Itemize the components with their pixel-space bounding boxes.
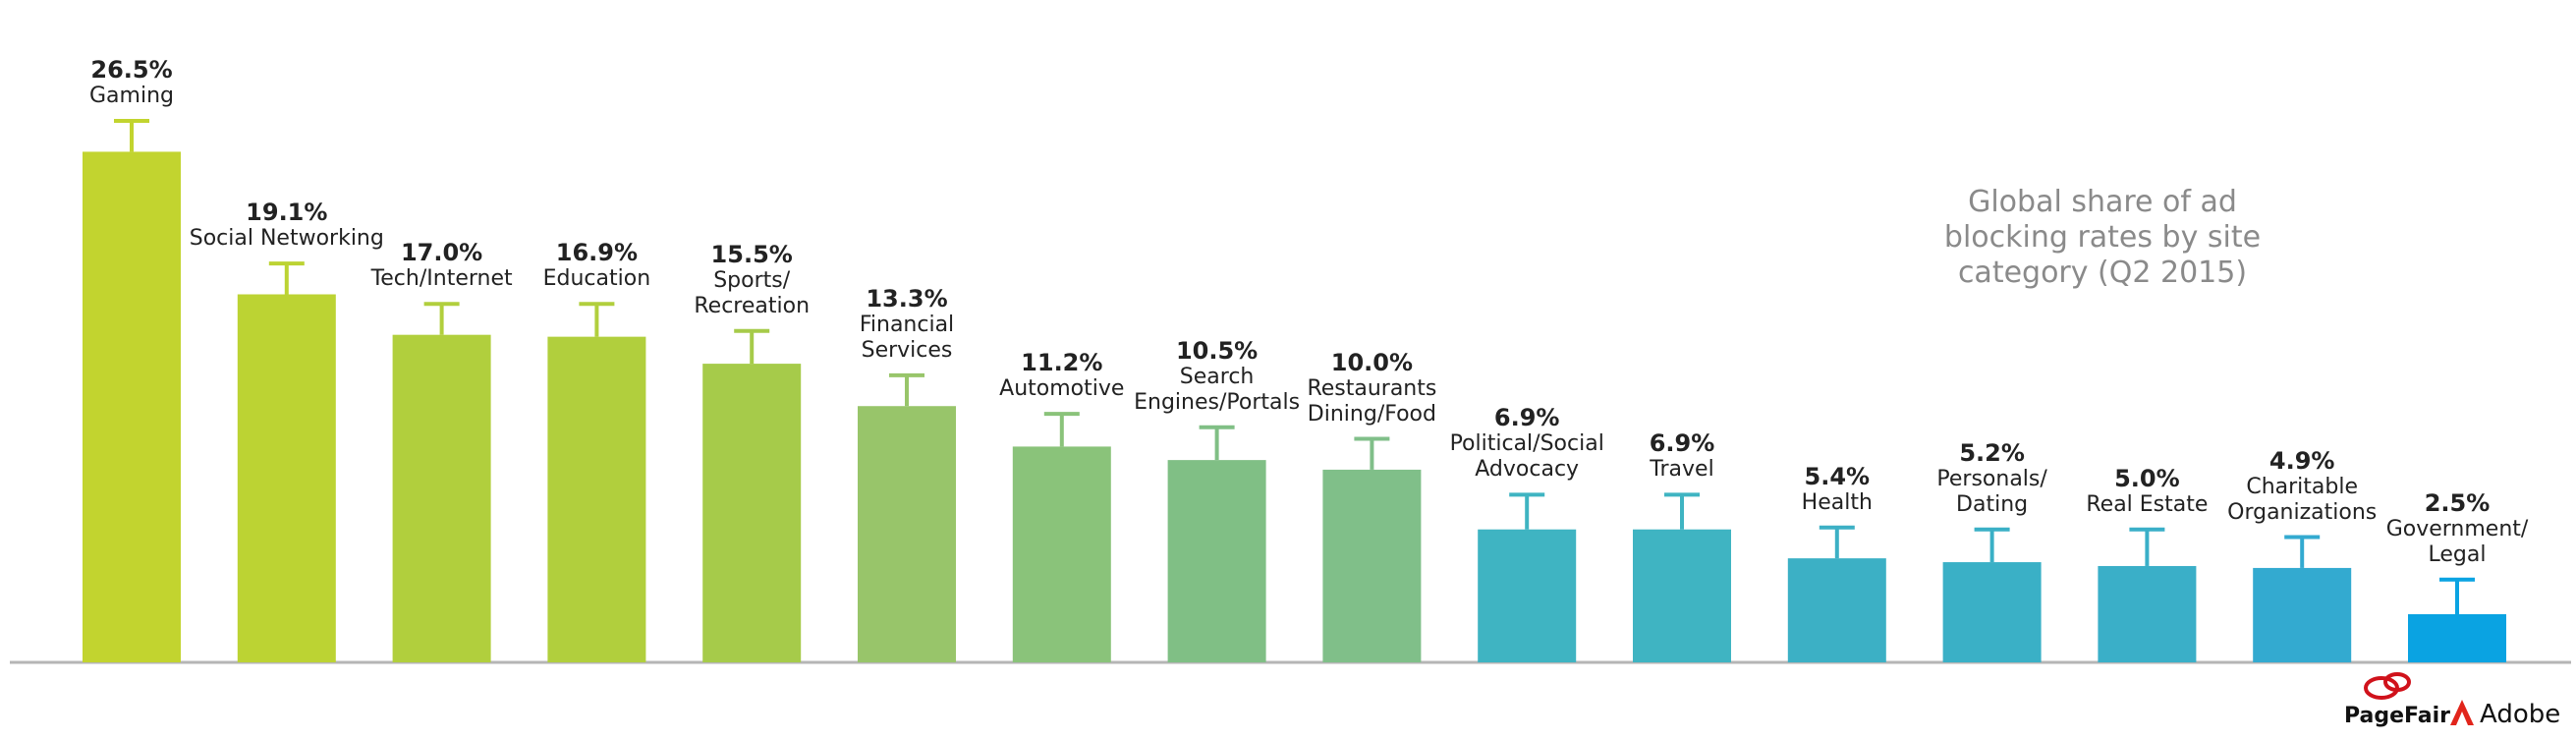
value-label: 5.4% [1804, 462, 1871, 490]
bar-label: 6.9% Political/Social Advocacy [1450, 404, 1604, 483]
bar-label: 5.4% Health [1802, 463, 1873, 516]
logo-text: Adobe [2480, 700, 2561, 729]
category-label: Restaurants Dining/Food [1307, 375, 1437, 427]
bar-label: 5.2% Personals/ Dating [1936, 439, 2046, 518]
value-label: 10.0% [1330, 348, 1414, 376]
bar [1012, 446, 1111, 662]
value-label: 5.0% [2114, 464, 2180, 492]
value-label: 26.5% [90, 56, 173, 85]
category-label: Charitable Organizations [2227, 474, 2378, 525]
category-label: Travel [1650, 457, 1714, 483]
category-label: Education [542, 266, 651, 292]
bar [1167, 460, 1266, 662]
bar [2408, 613, 2506, 662]
value-label: 16.9% [555, 239, 639, 267]
bar-label: 10.5% Search Engines/Portals [1134, 337, 1300, 416]
bar [2253, 567, 2352, 662]
value-label: 13.3% [866, 284, 948, 313]
value-label: 5.2% [1959, 438, 2025, 467]
bar [1478, 529, 1577, 662]
bar [858, 406, 956, 662]
bar [1942, 562, 2042, 662]
value-label: 4.9% [2268, 446, 2335, 475]
bar-label: 5.0% Real Estate [2086, 465, 2208, 518]
adobe-icon [2450, 700, 2474, 725]
category-label: Social Networking [189, 226, 384, 252]
value-label: 17.0% [400, 239, 483, 267]
bar [2098, 565, 2197, 662]
bar-label: 2.5% Government/ Legal [2386, 489, 2529, 568]
value-label: 10.5% [1175, 336, 1259, 365]
category-label: Sports/ Recreation [694, 267, 811, 318]
bar-label: 11.2% Automotive [999, 349, 1124, 402]
bar [237, 294, 336, 662]
category-label: Political/Social Advocacy [1449, 431, 1604, 483]
bar [1633, 529, 1731, 662]
value-label: 6.9% [1649, 429, 1715, 458]
bar [547, 336, 646, 662]
category-label: Gaming [89, 84, 174, 109]
bar-label: 15.5% Sports/ Recreation [694, 241, 810, 319]
value-label: 11.2% [1021, 349, 1103, 377]
bar [83, 151, 181, 663]
chart-title: Global share of ad blocking rates by sit… [1943, 185, 2262, 290]
bar [392, 334, 491, 662]
bar-label: 10.0% Restaurants Dining/Food [1307, 349, 1436, 428]
category-label: Tech/Internet [370, 266, 513, 292]
value-label: 2.5% [2424, 488, 2491, 517]
value-label: 6.9% [1493, 404, 1560, 432]
bar [702, 364, 802, 662]
bar-label: 16.9% Education [543, 239, 651, 292]
category-label: Personals/ Dating [1936, 466, 2047, 517]
logo-text: PageFair [2344, 704, 2451, 728]
category-label: Real Estate [2086, 491, 2209, 517]
bar-label: 4.9% Charitable Organizations [2227, 447, 2377, 526]
bar-label: 19.1% Social Networking [190, 199, 384, 252]
category-label: Search Engines/Portals [1134, 364, 1301, 415]
bar [1787, 558, 1886, 662]
bar-label: 6.9% Travel [1650, 429, 1715, 483]
bar [1322, 469, 1422, 662]
value-label: 15.5% [710, 240, 793, 268]
value-label: 19.1% [246, 199, 328, 227]
category-label: Health [1801, 489, 1873, 515]
bar-label: 26.5% Gaming [89, 56, 174, 109]
bar-label: 17.0% Tech/Internet [371, 239, 513, 292]
pagefair-icon [2364, 672, 2411, 700]
bar-label: 13.3% Financial Services [860, 285, 954, 364]
category-label: Automotive [999, 376, 1125, 402]
category-label: Government/ Legal [2385, 516, 2529, 567]
category-label: Financial Services [859, 312, 955, 363]
